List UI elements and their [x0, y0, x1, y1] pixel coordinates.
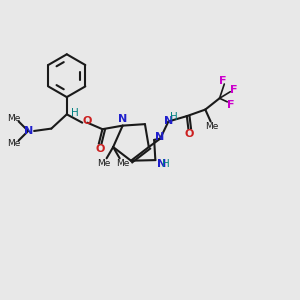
Text: O: O [82, 116, 92, 126]
Text: N: N [155, 132, 165, 142]
Text: Me: Me [7, 114, 21, 123]
Text: H: H [163, 159, 170, 169]
Text: N: N [23, 126, 33, 136]
Text: F: F [219, 76, 227, 86]
Text: Me: Me [7, 139, 21, 148]
Text: N: N [164, 116, 173, 127]
Text: Me: Me [205, 122, 218, 131]
Text: Me: Me [97, 159, 110, 168]
Text: F: F [227, 100, 235, 110]
Text: N: N [157, 159, 166, 169]
Text: O: O [95, 144, 104, 154]
Text: H: H [169, 112, 177, 122]
Text: N: N [118, 114, 127, 124]
Text: O: O [185, 129, 194, 139]
Text: Me: Me [116, 159, 129, 168]
Text: H: H [70, 108, 78, 118]
Text: F: F [230, 85, 238, 95]
